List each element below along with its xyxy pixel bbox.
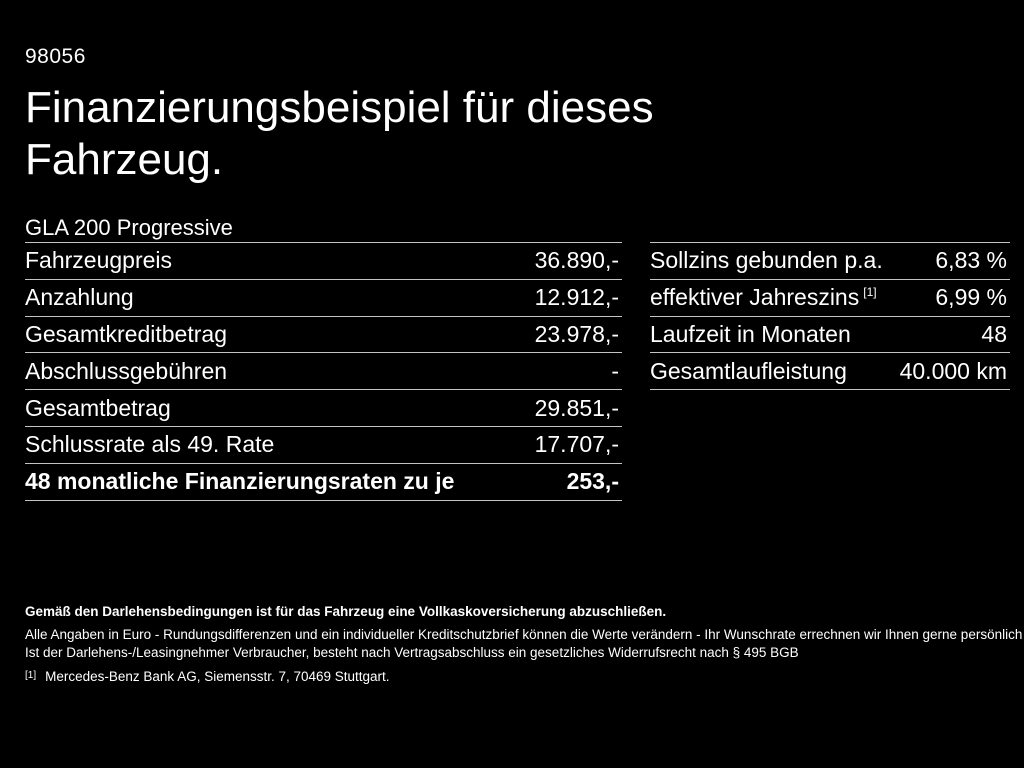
row-value: 23.978,- xyxy=(534,320,619,347)
footnote-ref: [1] xyxy=(863,285,877,300)
row-label: 48 monatliche Finanzierungsraten zu je xyxy=(25,468,455,495)
finance-table: Fahrzeugpreis 36.890,- Anzahlung 12.912,- Ge… xyxy=(25,242,622,501)
table-row: effektiver Jahreszins [1] 6,99 % xyxy=(650,278,1010,316)
row-label: Abschlussgebühren xyxy=(25,357,228,384)
table-row: Fahrzeugpreis 36.890,- xyxy=(25,242,622,279)
row-label: effektiver Jahreszins [1] xyxy=(650,284,877,311)
table-row: Gesamtkreditbetrag 23.978,- xyxy=(25,315,622,353)
row-value: 6,99 % xyxy=(935,284,1007,311)
row-label: Fahrzeugpreis xyxy=(25,247,173,274)
row-value: 6,83 % xyxy=(935,247,1007,274)
row-value: 29.851,- xyxy=(534,394,619,421)
footnote-1: [1] Mercedes-Benz Bank AG, Siemensstr. 7,… xyxy=(25,668,390,685)
page-title-line-2: Fahrzeug. xyxy=(25,135,224,184)
vehicle-model: GLA 200 Progressive xyxy=(25,215,233,240)
row-label: Laufzeit in Monaten xyxy=(650,320,851,347)
insurance-note: Gemäß den Darlehensbedingungen ist für d… xyxy=(25,604,667,619)
table-row: Gesamtbetrag 29.851,- xyxy=(25,389,622,426)
footnote-text: Mercedes-Benz Bank AG, Siemensstr. 7, 70… xyxy=(45,669,390,684)
table-row: 48 monatliche Finanzierungsraten zu je 25… xyxy=(25,462,622,500)
row-label: Gesamtbetrag xyxy=(25,394,171,421)
row-value: 36.890,- xyxy=(534,247,619,274)
row-label: Gesamtkreditbetrag xyxy=(25,320,227,347)
disclaimer-line-2: Ist der Darlehens-/Leasingnehmer Verbrau… xyxy=(25,645,799,660)
row-value: 17.707,- xyxy=(534,431,619,458)
footnote-marker: [1] xyxy=(25,670,37,681)
table-row: Abschlussgebühren - xyxy=(25,352,622,389)
table-row: Sollzins gebunden p.a. 6,83 % xyxy=(650,242,1010,279)
reference-number: 98056 xyxy=(25,45,86,68)
page-title-line-1: Finanzierungsbeispiel für dieses xyxy=(25,83,654,132)
row-value: 48 xyxy=(981,320,1007,347)
table-row: Gesamtlaufleistung 40.000 km xyxy=(650,352,1010,389)
row-label: Gesamtlaufleistung xyxy=(650,357,847,384)
row-value: 12.912,- xyxy=(534,284,619,311)
table-row: Laufzeit in Monaten 48 xyxy=(650,315,1010,353)
row-value: - xyxy=(611,357,619,384)
row-label: Schlussrate als 49. Rate xyxy=(25,431,275,458)
row-value: 40.000 km xyxy=(899,357,1007,384)
row-label: Sollzins gebunden p.a. xyxy=(650,247,883,274)
table-row: Schlussrate als 49. Rate 17.707,- xyxy=(25,425,622,463)
conditions-table: Sollzins gebunden p.a. 6,83 % effektiver J… xyxy=(650,242,1010,390)
row-value: 253,- xyxy=(566,468,619,495)
disclaimer-line-1: Alle Angaben in Euro - Rundungsdifferenz… xyxy=(25,627,1023,642)
table-row: Anzahlung 12.912,- xyxy=(25,278,622,316)
row-label: Anzahlung xyxy=(25,284,134,311)
page-title: Finanzierungsbeispiel für dieses Fahrzeu… xyxy=(25,82,654,186)
